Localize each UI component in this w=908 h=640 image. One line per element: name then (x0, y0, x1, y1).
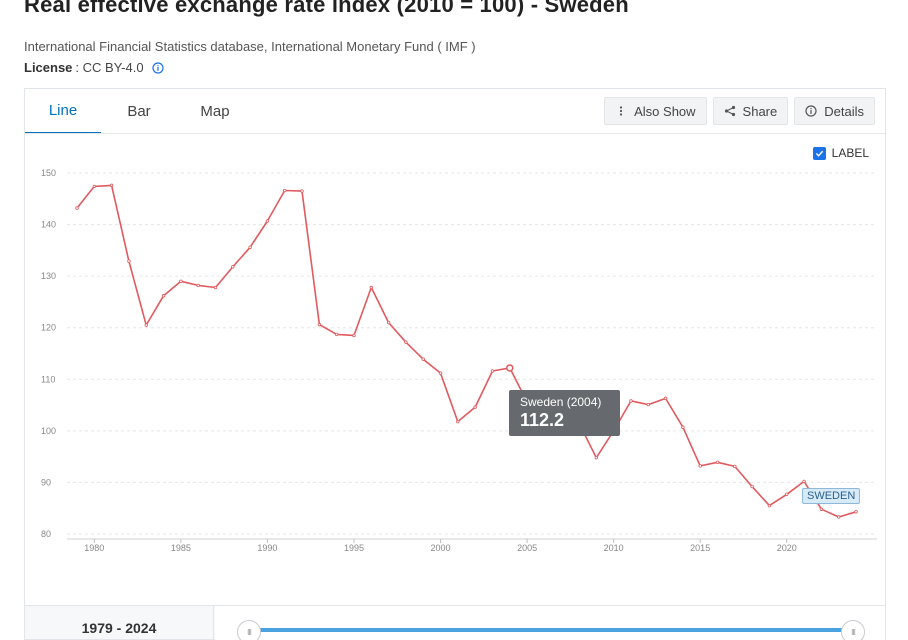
data-tooltip: Sweden (2004) 112.2 (509, 390, 620, 436)
y-tick-label: 100 (41, 426, 56, 436)
data-point (109, 183, 114, 188)
data-point (802, 479, 806, 484)
data-point (248, 245, 252, 249)
data-point (386, 320, 391, 325)
y-tick-label: 130 (41, 271, 56, 281)
data-point (767, 503, 772, 508)
data-point (196, 283, 200, 288)
data-point-highlight (506, 364, 514, 372)
y-tick-label: 110 (41, 374, 55, 384)
data-point (404, 340, 408, 344)
x-tick-label: 2015 (690, 543, 710, 553)
data-point (283, 188, 287, 193)
also-show-button[interactable]: Also Show (604, 97, 707, 125)
data-point (369, 285, 373, 290)
tab-map[interactable]: Map (200, 103, 230, 120)
data-point (317, 322, 322, 327)
chart-card: Line Bar Map Also Show Share Details LAB… (24, 88, 886, 605)
year-range-bar: 1979 - 2024 III III (24, 605, 886, 640)
data-point (681, 425, 685, 429)
data-point (144, 323, 148, 327)
share-label: Share (742, 103, 778, 119)
tooltip-series-name: Sweden (2004) (520, 395, 602, 409)
details-label: Details (824, 103, 864, 119)
y-tick-label: 150 (41, 168, 56, 178)
also-show-label: Also Show (634, 103, 696, 119)
data-point (421, 357, 425, 361)
data-point (594, 455, 599, 460)
tooltip-value: 112.2 (520, 410, 565, 430)
data-point (213, 285, 218, 290)
x-tick-label: 1995 (344, 543, 364, 553)
slider-start-handle[interactable]: III (237, 620, 261, 640)
license-label: License (24, 60, 73, 75)
license-row: License : CC BY-4.0 (24, 60, 164, 75)
x-tick-label: 1985 (171, 543, 191, 553)
x-tick-label: 1990 (257, 543, 277, 553)
data-point (733, 464, 737, 469)
data-point (334, 332, 339, 337)
data-point (179, 279, 183, 283)
label-toggle[interactable]: LABEL (812, 146, 869, 160)
data-point (231, 265, 235, 269)
x-tick-label: 1980 (84, 543, 104, 553)
data-point (629, 399, 633, 403)
data-point (854, 510, 858, 514)
chart-actions: Also Show Share Details (604, 97, 875, 125)
data-point (715, 460, 720, 465)
more-vertical-icon (620, 106, 623, 116)
data-point (438, 371, 443, 375)
y-tick-label: 120 (41, 323, 56, 333)
line-chart: 80 90 100 110 120 130 140 150 1980 1985 1990 1995 20… (41, 168, 877, 553)
data-point (836, 515, 841, 519)
series-label-tag: SWEDEN (802, 488, 861, 504)
label-toggle-text: LABEL (831, 146, 869, 160)
data-point (698, 464, 702, 468)
data-point (456, 419, 460, 424)
details-button[interactable]: Details (794, 97, 875, 125)
data-point (127, 259, 131, 263)
data-point (161, 294, 166, 298)
share-button[interactable]: Share (712, 97, 789, 125)
data-point (352, 333, 356, 338)
data-point (663, 396, 668, 401)
label-checkbox[interactable] (812, 146, 826, 160)
x-tick-label: 2005 (517, 543, 537, 553)
info-icon[interactable] (151, 61, 164, 74)
y-tick-label: 140 (41, 220, 56, 230)
slider-end-handle[interactable]: III (841, 620, 865, 640)
range-slider: III III (215, 606, 885, 640)
source-text: International Financial Statistics datab… (24, 39, 476, 54)
check-icon (815, 150, 823, 157)
year-range-label: 1979 - 2024 (25, 606, 214, 640)
data-point (265, 219, 270, 223)
data-point (646, 402, 650, 407)
series-line-sweden (76, 184, 857, 518)
data-point (750, 484, 754, 489)
page-title: Real effective exchange rate index (2010… (24, 0, 629, 17)
y-tick-label: 90 (41, 477, 51, 487)
license-value: : CC BY-4.0 (75, 60, 144, 75)
data-point (75, 206, 79, 210)
data-point (92, 184, 97, 189)
x-tick-label: 2010 (604, 543, 624, 553)
view-tabs: Line Bar Map (25, 89, 253, 134)
x-tick-label: 2000 (431, 543, 451, 553)
data-point (300, 189, 304, 193)
tab-bar[interactable]: Bar (127, 103, 151, 120)
tab-divider (25, 133, 885, 134)
data-point (819, 507, 824, 511)
x-tick-label: 2020 (777, 543, 797, 553)
share-icon (724, 105, 735, 117)
data-point (473, 405, 477, 409)
data-point (785, 492, 789, 496)
info-circle-icon (805, 105, 817, 117)
data-point (490, 369, 495, 373)
slider-track[interactable] (249, 628, 854, 632)
y-tick-label: 80 (41, 529, 51, 539)
